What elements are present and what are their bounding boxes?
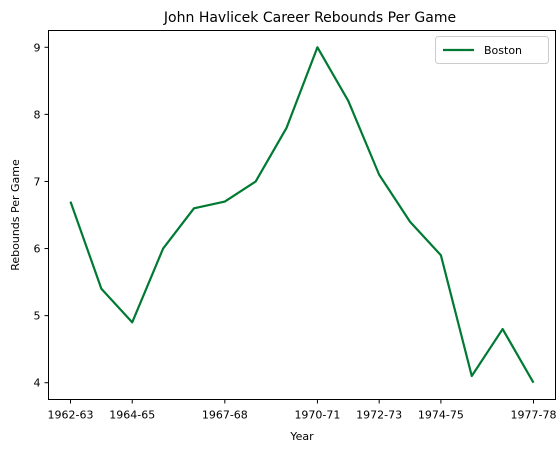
y-tick-label: 5 <box>34 310 41 323</box>
legend-label-boston: Boston <box>484 44 522 57</box>
x-tick-label: 1970-71 <box>294 409 340 422</box>
x-tick-label: 1962-63 <box>48 409 94 422</box>
y-tick-label: 4 <box>34 377 41 390</box>
y-tick-label: 6 <box>34 243 41 256</box>
x-axis: 1962-63 1964-65 1967-68 1970-71 1972-73 1974-… <box>48 400 557 422</box>
x-axis-label: Year <box>289 430 314 443</box>
y-tick-label: 9 <box>34 41 41 54</box>
x-tick-label: 1972-73 <box>356 409 402 422</box>
x-tick-label: 1977-78 <box>511 409 557 422</box>
y-tick-label: 8 <box>34 108 41 121</box>
series-line-boston <box>71 47 534 382</box>
y-axis: 4 5 6 7 8 9 <box>34 41 49 389</box>
legend: Boston <box>436 37 549 64</box>
y-axis-label: Rebounds Per Game <box>9 159 22 271</box>
x-tick-label: 1964-65 <box>109 409 155 422</box>
x-tick-label: 1967-68 <box>202 409 248 422</box>
chart-title: John Havlicek Career Rebounds Per Game <box>163 10 456 26</box>
x-tick-label: 1974-75 <box>418 409 464 422</box>
y-tick-label: 7 <box>34 175 41 188</box>
